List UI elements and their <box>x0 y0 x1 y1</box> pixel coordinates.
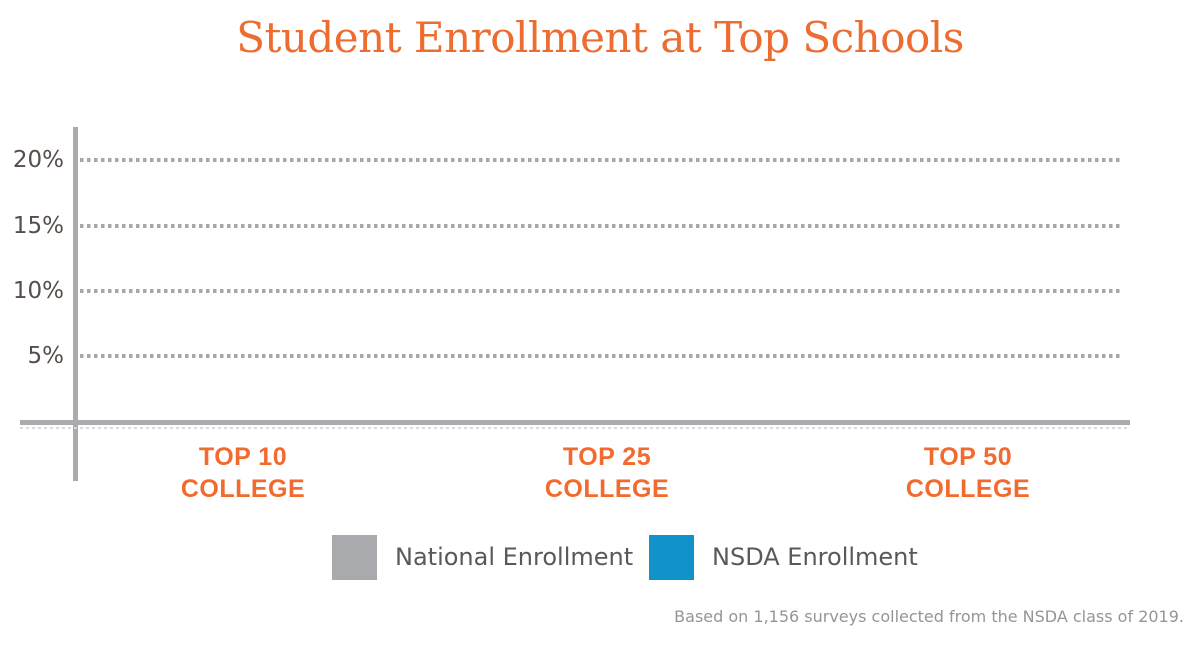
y-tick-label-20: 20% <box>12 147 64 173</box>
gridline-5pct <box>80 354 1122 358</box>
y-axis-line <box>73 127 78 481</box>
x-category-line1: TOP 25 <box>562 443 652 471</box>
chart-title: Student Enrollment at Top Schools <box>236 13 964 62</box>
y-tick-label-15: 15% <box>12 213 64 239</box>
x-category-line2: COLLEGE <box>905 475 1031 503</box>
x-category-line1: TOP 10 <box>198 443 288 471</box>
x-category-line2: COLLEGE <box>544 475 670 503</box>
y-tick-label-5: 5% <box>27 343 65 369</box>
x-axis-line <box>20 420 1130 425</box>
legend-item-national-enrollment: National Enrollment <box>332 535 633 580</box>
legend-label-nsda: NSDA Enrollment <box>712 543 918 571</box>
y-tick-label-10: 10% <box>12 278 64 304</box>
x-category-top-25-college: TOP 25 COLLEGE <box>487 441 727 505</box>
x-category-top-10-college: TOP 10 COLLEGE <box>123 441 363 505</box>
x-axis-dotted-underline <box>20 427 1128 429</box>
x-category-line2: COLLEGE <box>180 475 306 503</box>
national-enrollment-swatch <box>332 535 377 580</box>
legend-label-national: National Enrollment <box>395 543 634 571</box>
nsda-enrollment-swatch <box>649 535 694 580</box>
gridline-10pct <box>80 289 1122 293</box>
gridline-20pct <box>80 158 1122 162</box>
x-category-top-50-college: TOP 50 COLLEGE <box>848 441 1088 505</box>
legend-item-nsda-enrollment: NSDA Enrollment <box>649 535 918 580</box>
gridline-15pct <box>80 224 1122 228</box>
x-category-line1: TOP 50 <box>923 443 1013 471</box>
source-footnote: Based on 1,156 surveys collected from th… <box>674 607 1184 626</box>
